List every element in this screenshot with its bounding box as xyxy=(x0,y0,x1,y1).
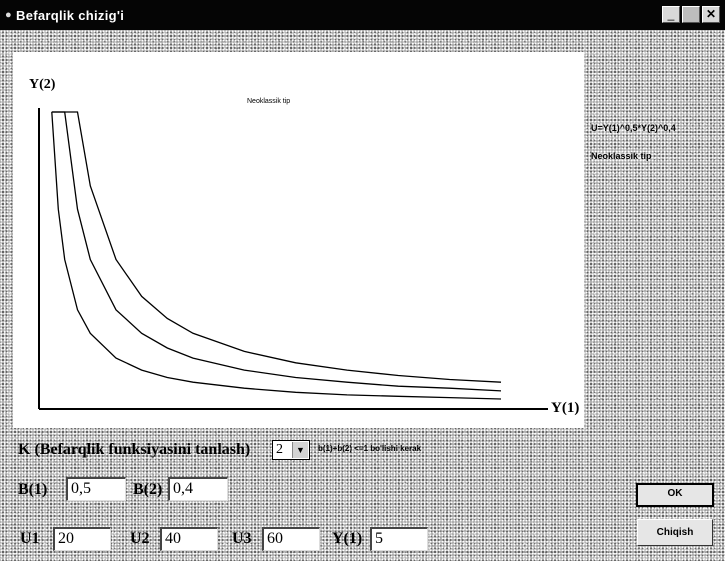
u2-label: U2 xyxy=(130,530,150,547)
u1-field[interactable]: 20 xyxy=(53,527,111,551)
u2-field[interactable]: 40 xyxy=(160,527,218,551)
y1-label: Y(1) xyxy=(332,530,363,547)
b1-label: B(1) xyxy=(18,481,48,498)
title-bar: ● Befarqlik chizig'i _ ✕ xyxy=(0,0,725,30)
u3-label: U3 xyxy=(232,530,252,547)
b2-label: B(2) xyxy=(133,481,163,498)
curve-u3 xyxy=(51,111,502,383)
app-icon: ● xyxy=(5,9,12,21)
u1-label: U1 xyxy=(20,530,40,547)
curve-u1 xyxy=(51,111,502,400)
y-axis-label: Y(2) xyxy=(29,77,56,92)
k-select-value: 2 xyxy=(276,442,283,457)
u3-field[interactable]: 60 xyxy=(262,527,320,551)
y1-field[interactable]: 5 xyxy=(370,527,428,551)
chart-panel: Y(2) Neoklassik tip Y(1) xyxy=(13,52,584,428)
b2-field[interactable]: 0,4 xyxy=(168,477,228,501)
constraint-note: b(1)+b(2) <=1 bo'lishi kerak xyxy=(318,444,422,453)
b1-field[interactable]: 0,5 xyxy=(66,477,126,501)
x-axis-label: Y(1) xyxy=(551,400,580,416)
indifference-chart: Y(2) Neoklassik tip xyxy=(29,77,548,410)
k-select[interactable]: 2 ▼ xyxy=(272,440,310,460)
minimize-button[interactable]: _ xyxy=(662,6,680,23)
chevron-down-icon[interactable]: ▼ xyxy=(292,442,308,458)
type-label: Neoklassik tip xyxy=(591,151,652,161)
exit-button[interactable]: Chiqish xyxy=(637,519,713,546)
ok-button[interactable]: OK xyxy=(636,483,714,507)
close-button[interactable]: ✕ xyxy=(702,6,720,23)
curve-u2 xyxy=(51,111,502,392)
window-title: Befarqlik chizig'i xyxy=(16,8,125,23)
k-label: K (Befarqlik funksiyasini tanlash) xyxy=(18,441,251,458)
maximize-button[interactable] xyxy=(682,6,700,23)
chart-title: Neoklassik tip xyxy=(247,98,290,105)
series-group xyxy=(51,111,502,400)
formula-label: U=Y(1)^0,5*Y(2)^0,4 xyxy=(591,123,676,133)
